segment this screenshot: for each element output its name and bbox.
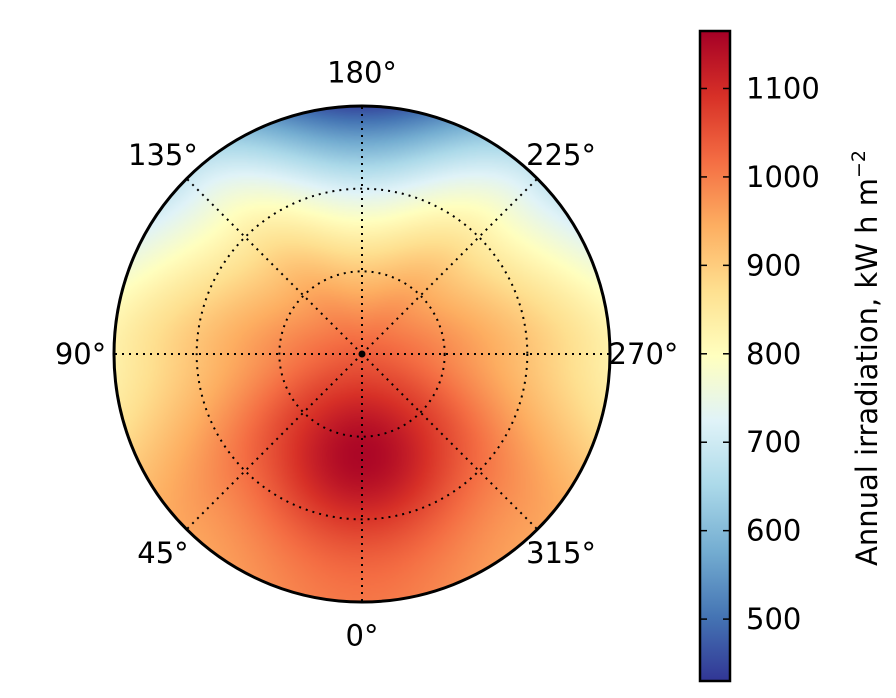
angle-tick-label: 45° <box>137 536 188 570</box>
colorbar-tick-label: 1100 <box>746 71 820 105</box>
colorbar-tick-label: 800 <box>746 337 801 371</box>
polar-grid <box>114 106 610 602</box>
angle-tick-label: 180° <box>327 56 397 90</box>
colorbar-tick-label: 500 <box>746 602 801 636</box>
colorbar-tick-label: 700 <box>746 425 801 459</box>
pole-marker <box>358 350 366 358</box>
colorbar-gradient <box>698 29 732 683</box>
colorbar-tick-label: 1000 <box>746 160 820 194</box>
angle-tick-label: 0° <box>346 618 379 652</box>
colorbar-label: Annual irradiation, kW h m−2 <box>848 150 884 566</box>
angle-tick-label: 270° <box>609 337 679 371</box>
radial-gridline <box>278 270 446 438</box>
colorbar-tick-label: 600 <box>746 514 801 548</box>
polar-plot: 0° 45° 90° 135° 180° 225° 270° 315° <box>55 56 679 653</box>
colorbar: 500 600 700 800 900 1000 1100 Annual irradiati… <box>698 29 884 683</box>
angle-tick-label: 315° <box>526 536 596 570</box>
angle-tick-label: 225° <box>526 138 596 172</box>
colorbar-ticks: 500 600 700 800 900 1000 1100 <box>700 71 820 636</box>
radial-gridline <box>195 187 529 521</box>
angle-tick-label: 90° <box>55 337 106 371</box>
colorbar-tick-label: 900 <box>746 248 801 282</box>
angle-tick-label: 135° <box>128 138 198 172</box>
polar-frame <box>112 104 612 604</box>
angular-tick-labels: 0° 45° 90° 135° 180° 225° 270° 315° <box>55 56 679 653</box>
